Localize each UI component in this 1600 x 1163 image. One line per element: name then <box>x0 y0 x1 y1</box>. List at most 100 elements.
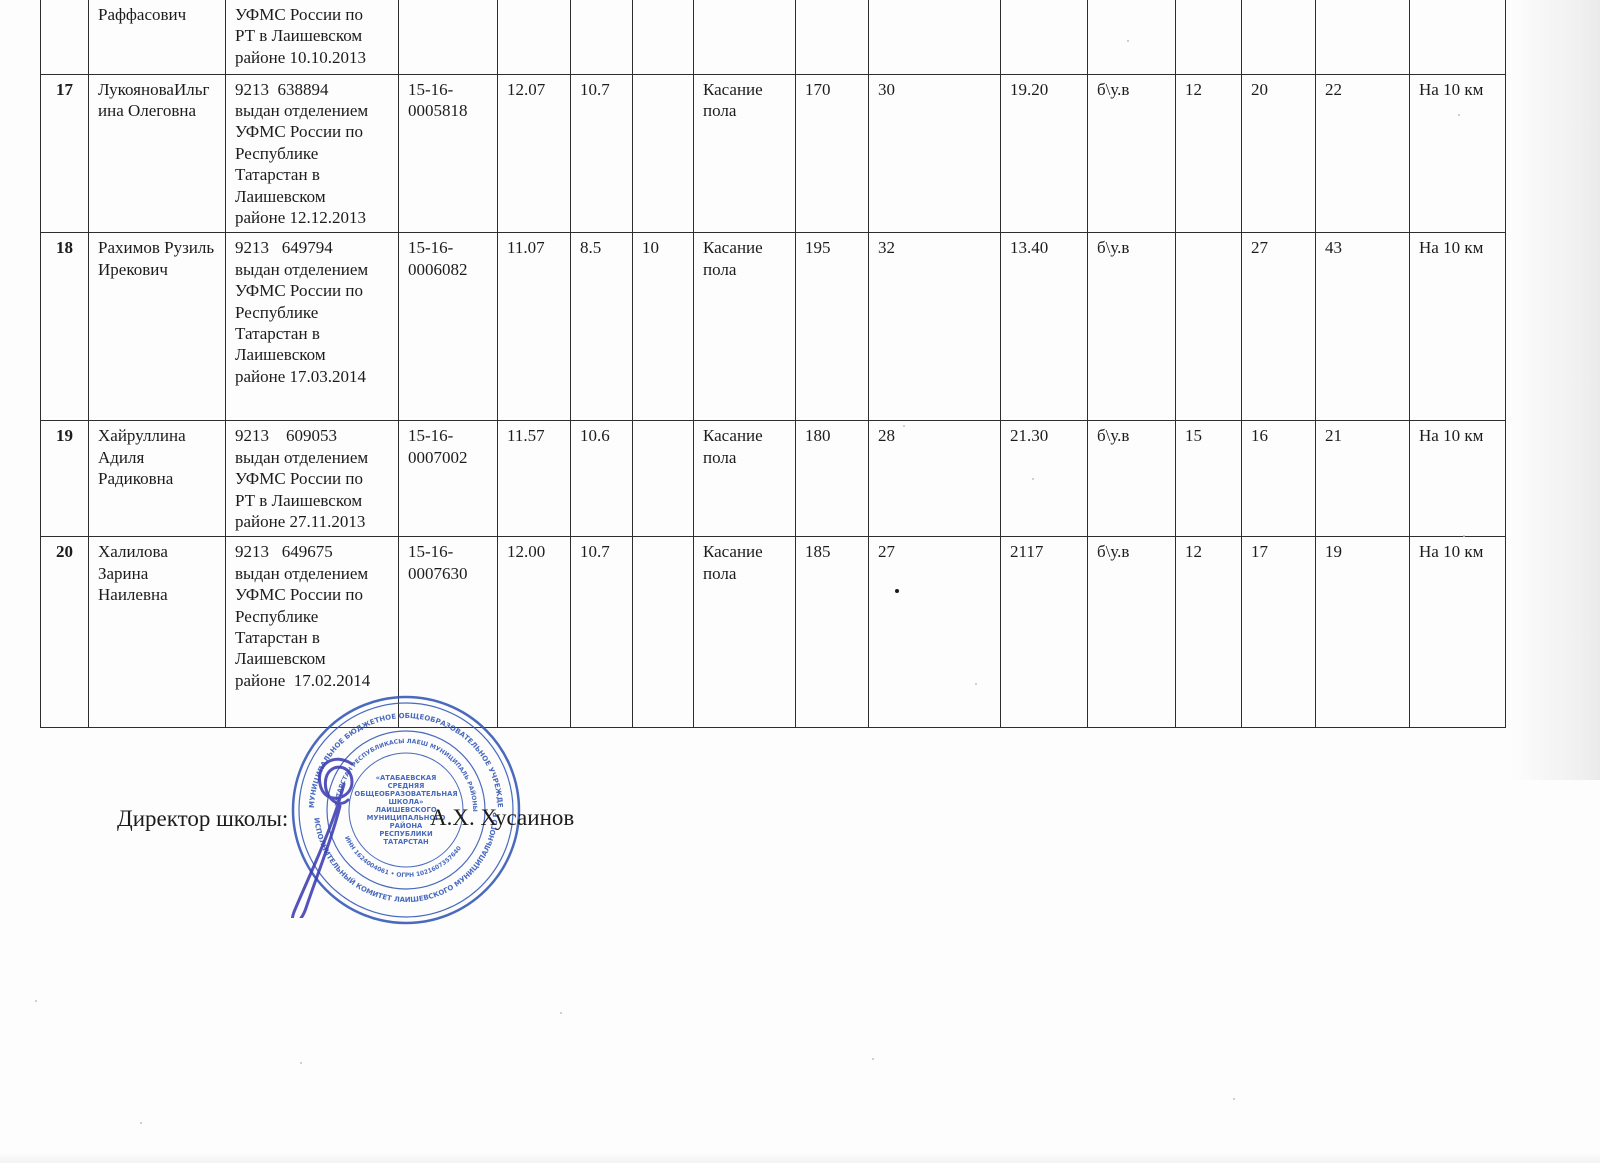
result-cell: 22 <box>1315 73 1410 234</box>
result-cell: 43 <box>1315 232 1410 422</box>
table-row: 20 Халилова Зарина Наилевна 9213 649675 … <box>40 536 1506 729</box>
result-cell: 27 <box>1241 232 1316 422</box>
result-cell: б\у.в <box>1087 536 1176 729</box>
scan-speckle <box>903 425 905 427</box>
stamp-center-line: СРЕДНЯЯ <box>388 782 425 790</box>
result-cell <box>1315 0 1410 75</box>
certificate-cell <box>398 0 498 75</box>
table-row: 17 ЛукояноваИльгина Олеговна 9213 638894… <box>40 73 1506 234</box>
student-name-cell: Халилова Зарина Наилевна <box>88 536 226 729</box>
certificate-cell: 15-16- 0005818 <box>398 73 498 234</box>
result-cell: 170 <box>795 73 869 234</box>
result-cell: 16 <box>1241 420 1316 538</box>
result-cell: б\у.в <box>1087 420 1176 538</box>
result-cell: 19 <box>1315 536 1410 729</box>
scan-speckle <box>300 1062 302 1064</box>
stamp-center-line: «АТАБАЕВСКАЯ <box>376 774 437 782</box>
result-cell: 12 <box>1175 73 1242 234</box>
result-cell: 27 <box>868 536 1001 729</box>
result-cell: 17 <box>1241 536 1316 729</box>
stamp-center-line: ШКОЛА» <box>388 798 423 806</box>
result-cell <box>693 0 796 75</box>
scan-speckle <box>140 1122 142 1124</box>
result-cell: На 10 км <box>1409 536 1506 729</box>
scan-bottom-shading <box>0 1153 1600 1163</box>
scan-speckle <box>1463 535 1465 537</box>
director-label: Директор школы: <box>117 806 289 831</box>
result-cell: 12.00 <box>497 536 571 729</box>
result-cell <box>497 0 571 75</box>
student-name-cell: ЛукояноваИльгина Олеговна <box>88 73 226 234</box>
result-cell <box>1175 232 1242 422</box>
result-cell <box>1241 0 1316 75</box>
result-cell <box>868 0 1001 75</box>
result-cell: 19.20 <box>1000 73 1088 234</box>
result-cell: На 10 км <box>1409 232 1506 422</box>
scan-speckle <box>1127 40 1129 42</box>
passport-cell: 9213 609053 выдан отделением УФМС России… <box>225 420 399 538</box>
scan-speckle <box>35 1000 37 1002</box>
scan-ink-dot <box>895 589 899 593</box>
row-number-cell: 17 <box>40 73 89 234</box>
result-cell: 8.5 <box>570 232 633 422</box>
signature-ink <box>291 757 354 918</box>
stamp-center-line: РАЙОНА <box>390 821 423 830</box>
table-row-partial: Раффасович УФМС России по РТ в Лаишевско… <box>40 0 1506 75</box>
result-cell: 10.7 <box>570 536 633 729</box>
scan-speckle <box>1233 1098 1235 1100</box>
result-cell: 195 <box>795 232 869 422</box>
result-cell: б\у.в <box>1087 73 1176 234</box>
student-name-cell: Хайруллина Адиля Радиковна <box>88 420 226 538</box>
result-cell: 185 <box>795 536 869 729</box>
stamp-center-line: ЛАИШЕВСКОГО <box>375 806 436 814</box>
scan-speckle <box>1032 478 1034 480</box>
certificate-cell: 15-16- 0006082 <box>398 232 498 422</box>
stamp-center-text: «АТАБАЕВСКАЯ СРЕДНЯЯ ОБЩЕОБРАЗОВАТЕЛЬНАЯ… <box>354 774 457 846</box>
result-cell <box>1000 0 1088 75</box>
result-cell: 11.07 <box>497 232 571 422</box>
student-name-cell: Раффасович <box>88 0 226 75</box>
certificate-cell: 15-16- 0007002 <box>398 420 498 538</box>
result-cell: 15 <box>1175 420 1242 538</box>
school-stamp: МУНИЦИПАЛЬНОЕ БЮДЖЕТНОЕ ОБЩЕОБРАЗОВАТЕЛЬ… <box>288 692 521 925</box>
result-cell: 10 <box>632 232 694 422</box>
stamp-center-line: ОБЩЕОБРАЗОВАТЕЛЬНАЯ <box>354 790 457 798</box>
result-cell: 12 <box>1175 536 1242 729</box>
scan-speckle <box>872 1058 874 1060</box>
result-cell <box>632 536 694 729</box>
scan-speckle <box>1458 114 1460 116</box>
director-name: А.Х. Хусаинов <box>430 805 575 830</box>
result-cell: 10.7 <box>570 73 633 234</box>
result-cell: На 10 км <box>1409 73 1506 234</box>
result-cell <box>1409 0 1506 75</box>
result-cell: На 10 км <box>1409 420 1506 538</box>
result-cell: Касание пола <box>693 232 796 422</box>
result-cell: 30 <box>868 73 1001 234</box>
result-cell: 20 <box>1241 73 1316 234</box>
result-cell: 11.57 <box>497 420 571 538</box>
row-number-cell: 18 <box>40 232 89 422</box>
result-cell: Касание пола <box>693 73 796 234</box>
result-cell <box>570 0 633 75</box>
scan-speckle <box>975 683 977 685</box>
result-cell: 32 <box>868 232 1001 422</box>
result-cell: 2117 <box>1000 536 1088 729</box>
result-cell <box>632 73 694 234</box>
result-cell <box>1087 0 1176 75</box>
scan-edge-shading <box>1510 0 1600 780</box>
results-table: Раффасович УФМС России по РТ в Лаишевско… <box>40 0 1506 729</box>
passport-cell: УФМС России по РТ в Лаишевском районе 10… <box>225 0 399 75</box>
row-number-cell: 19 <box>40 420 89 538</box>
row-number-cell: 20 <box>40 536 89 729</box>
result-cell <box>795 0 869 75</box>
result-cell <box>1175 0 1242 75</box>
scan-speckle <box>560 1012 562 1014</box>
result-cell: 13.40 <box>1000 232 1088 422</box>
stamp-center-line: ТАТАРСТАН <box>383 838 429 846</box>
row-number-cell <box>40 0 89 75</box>
result-cell <box>632 420 694 538</box>
result-cell: Касание пола <box>693 420 796 538</box>
result-cell: 28 <box>868 420 1001 538</box>
passport-cell: 9213 649675 выдан отделением УФМС России… <box>225 536 399 729</box>
